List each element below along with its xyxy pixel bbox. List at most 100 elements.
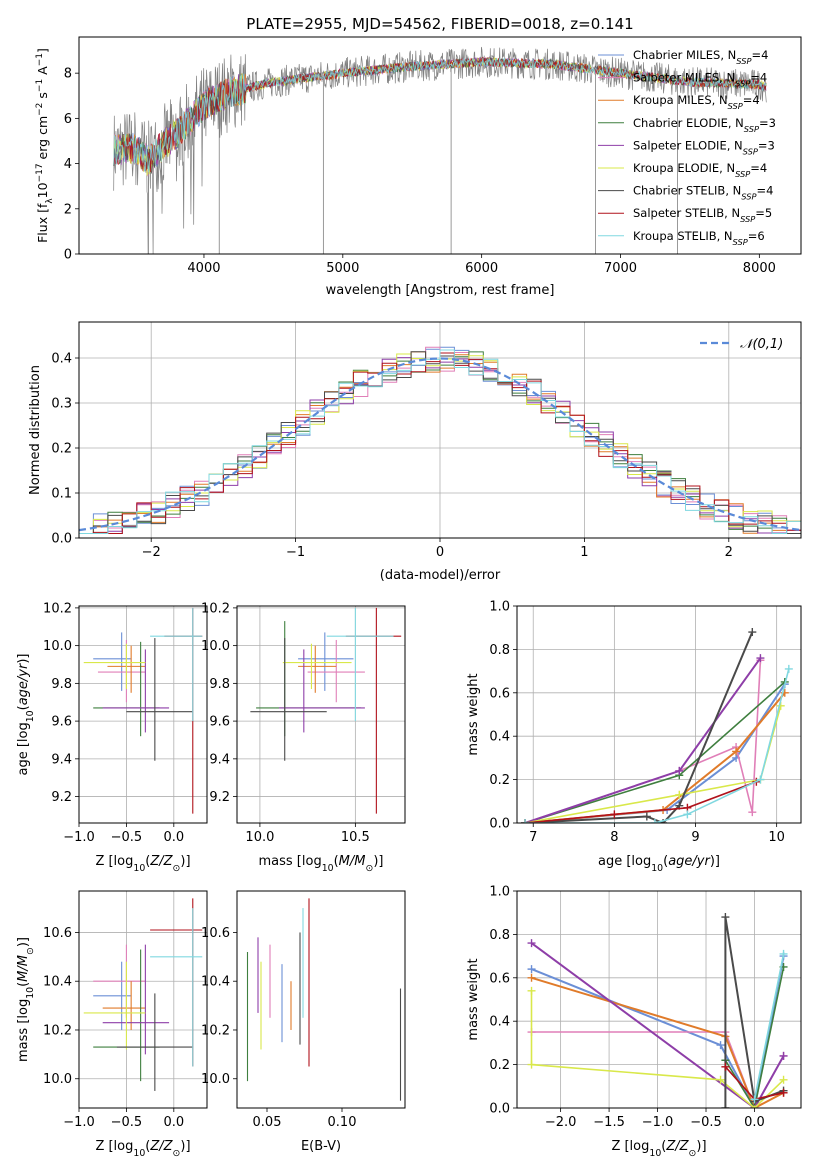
label-part: SSP [728, 101, 743, 111]
axes-frame [78, 605, 208, 824]
x-axis-label: wavelength [Angstrom, rest frame] [326, 283, 555, 298]
x-tick-label: 8 [610, 830, 618, 845]
plus-marker [675, 790, 684, 799]
plus-marker [748, 808, 757, 817]
mass-weight-series-line [525, 781, 757, 823]
label-part: Z [log [95, 1139, 133, 1154]
plus-marker [779, 1075, 788, 1084]
label-part: erg cm [35, 116, 50, 164]
y-tick-label: 9.2 [51, 790, 72, 805]
y-tick-label: 9.6 [51, 715, 72, 730]
legend-entry: Kroupa MILES, NSSP=4 [633, 93, 760, 111]
label-part: =4 [750, 161, 767, 175]
x-tick-label: −0.5 [690, 1115, 722, 1130]
mass-weight-series-line [530, 942, 785, 1108]
x-tick-label: −2 [142, 545, 161, 560]
mass-weight-series-line [531, 976, 785, 1108]
y-axis-label: mass weight [466, 673, 481, 755]
x-tick-label: 0.05 [253, 1115, 282, 1130]
axes-frame [516, 890, 802, 1109]
x-tick-label: 7000 [604, 261, 637, 276]
label-part: −1 [35, 79, 45, 92]
y-tick-label: 10.2 [201, 1023, 230, 1038]
y-tick-label: 0.0 [489, 817, 510, 832]
plot-layer [246, 898, 402, 1101]
y-tick-label: 10.6 [43, 926, 72, 941]
label-part: SSP [744, 124, 759, 134]
x-tick-label: −1 [286, 545, 305, 560]
observed-spectrum-line [113, 46, 767, 254]
axes-mass-weight-vs-z: −2.0 −1.5 −1.0 −0.5 0.0 0.0 0.2 0.4 0.6 0.8 1.0 Z [… [466, 885, 802, 1159]
plot-layer [521, 628, 793, 823]
label-part: =3 [759, 116, 776, 130]
label-part: age/yr [668, 854, 711, 869]
label-part: −1 [35, 53, 45, 66]
x-tick-label: 10.0 [245, 830, 274, 845]
label-part: 10 [322, 863, 334, 874]
y-tick-label: 10.0 [43, 639, 72, 654]
plus-marker [748, 628, 757, 637]
y-tick-label: 1.0 [489, 885, 510, 900]
x-tick-label: 10 [768, 830, 785, 845]
y-tick-label: 0.6 [489, 971, 510, 986]
label-part: SSP [740, 214, 755, 224]
y-tick-label: 9.4 [51, 752, 72, 767]
plus-marker [756, 775, 765, 784]
y-tick-label: 4 [64, 157, 72, 172]
label-part: Salpeter STELIB, N [633, 206, 740, 220]
plus-marker [721, 1062, 730, 1071]
x-axis-label: Z [log10(Z/Z⊙)] [95, 1139, 190, 1159]
label-part: SSP [735, 79, 750, 89]
label-part: ( [16, 982, 31, 987]
axes-frame [236, 890, 406, 1109]
label-part: ( [663, 854, 668, 869]
label-part: =4 [751, 48, 768, 62]
plus-marker [756, 654, 765, 663]
plus-marker [750, 1095, 759, 1104]
y-tick-label: 1.0 [489, 600, 510, 615]
x-tick-label: 2 [725, 545, 733, 560]
label-part: mass [log [16, 999, 31, 1062]
y-tick-label: 6 [64, 112, 72, 127]
x-tick-label: 1 [580, 545, 588, 560]
y-tick-label: 0.0 [51, 532, 72, 547]
y-axis-label: age [log10(age/yr)] [16, 653, 36, 775]
y-tick-label: 0.4 [51, 352, 72, 367]
plot-layer [527, 913, 788, 1108]
label-part: )] [180, 1139, 190, 1154]
y-axis-label: Normed distribution [28, 365, 43, 495]
mass-weight-series-line [525, 631, 754, 823]
label-part: 10 [651, 863, 663, 874]
x-tick-label: −0.5 [111, 830, 143, 845]
x-tick-label: 5000 [326, 261, 359, 276]
legend-entry: Salpeter STELIB, NSSP=5 [633, 206, 772, 224]
x-tick-label: −1.5 [593, 1115, 625, 1130]
label-part: Salpeter ELODIE, N [633, 138, 743, 152]
label-part: ( [145, 854, 150, 869]
x-axis-label: Z [log10(Z/Z⊙)] [95, 854, 190, 874]
plot-area: 4000 5000 6000 7000 8000 0 2 4 6 8 wavelength [Ang… [16, 36, 802, 1159]
plus-marker [527, 973, 536, 982]
x-tick-label: 0.0 [163, 830, 184, 845]
plus-marker [527, 1060, 536, 1069]
label-part: A [35, 66, 50, 79]
legend-entry: Salpeter ELODIE, NSSP=3 [633, 138, 775, 156]
y-axis-label: Flux [fλ10−17 erg cm−2 s−1 A−1] [35, 48, 55, 243]
y-tick-label: 10.0 [201, 639, 230, 654]
label-part: ⊙ [689, 1148, 697, 1159]
y-axis-label: mass weight [466, 958, 481, 1040]
mass-weight-series-line [524, 657, 762, 823]
label-part: λ [45, 198, 55, 204]
y-tick-label: 10.2 [43, 1023, 72, 1038]
axes-age-vs-mass: 10.0 10.5 9.2 9.4 9.6 9.8 10.0 10.2 mass [log10(… [201, 601, 406, 874]
x-tick-label: 7 [529, 830, 537, 845]
label-part: Chabrier MILES, N [633, 48, 736, 62]
plus-marker [716, 1075, 725, 1084]
label-part: 10 [649, 1148, 661, 1159]
plus-marker [721, 913, 730, 922]
x-tick-label: −1.0 [63, 1115, 95, 1130]
y-tick-label: 9.4 [209, 752, 230, 767]
label-part: M/M [16, 955, 31, 982]
label-part: SSP [741, 192, 756, 202]
